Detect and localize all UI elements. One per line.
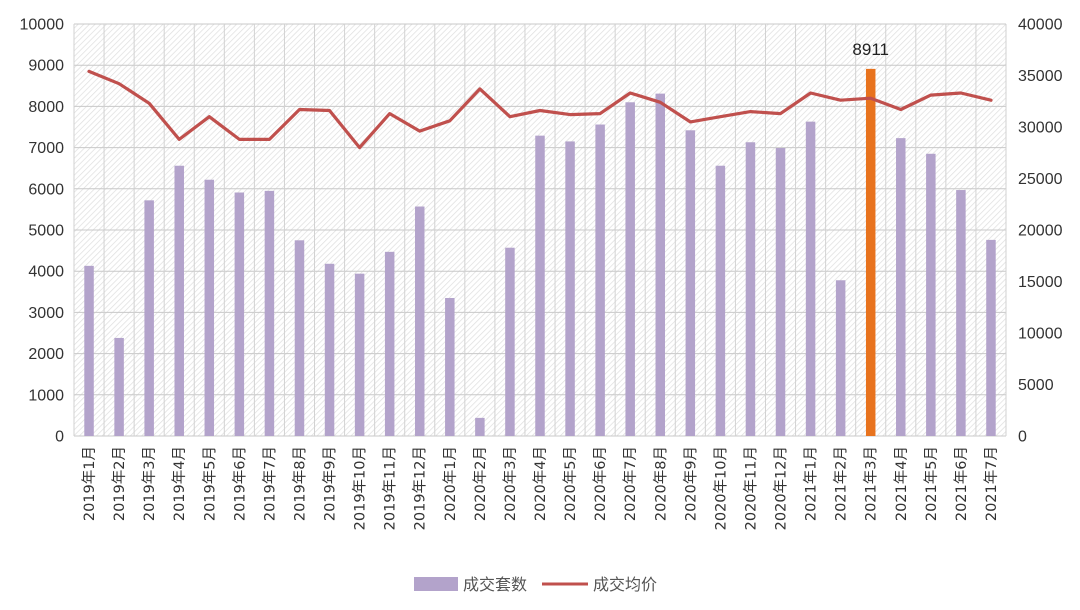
legend-label-bars: 成交套数 bbox=[463, 575, 527, 594]
x-tick-label: 2019年3月 bbox=[141, 446, 158, 521]
bar bbox=[445, 297, 455, 436]
bar bbox=[234, 192, 245, 436]
x-tick-label: 2019年9月 bbox=[322, 446, 339, 521]
x-tick-label: 2020年11月 bbox=[742, 446, 759, 530]
x-tick-label: 2020年6月 bbox=[592, 446, 609, 521]
x-tick-label: 2020年7月 bbox=[622, 446, 639, 521]
legend-bar-swatch bbox=[414, 577, 458, 591]
x-tick-label: 2019年2月 bbox=[111, 446, 128, 521]
right-tick-label: 25000 bbox=[1018, 171, 1063, 188]
x-tick-label: 2020年10月 bbox=[712, 446, 729, 530]
x-tick-label: 2019年10月 bbox=[352, 446, 369, 530]
x-tick-label: 2020年2月 bbox=[472, 446, 489, 521]
right-axis-ticks: 0 5000 10000 15000 20000 25000 30000 35000 40000 bbox=[1018, 17, 1063, 446]
x-tick-label: 2019年4月 bbox=[171, 446, 188, 521]
bar bbox=[685, 130, 696, 436]
x-tick-label: 2020年4月 bbox=[532, 446, 549, 521]
bar bbox=[775, 148, 786, 436]
x-tick-label: 2020年12月 bbox=[773, 446, 790, 530]
x-tick-label: 2019年12月 bbox=[412, 446, 429, 530]
bar bbox=[384, 251, 395, 436]
bar bbox=[956, 190, 966, 436]
left-tick-label: 8000 bbox=[28, 99, 64, 116]
right-tick-label: 35000 bbox=[1018, 68, 1063, 85]
x-tick-label: 2019年6月 bbox=[231, 446, 248, 521]
bar bbox=[174, 165, 184, 436]
bar bbox=[986, 239, 996, 436]
left-tick-label: 5000 bbox=[28, 223, 64, 240]
price-line bbox=[87, 69, 993, 150]
right-tick-label: 5000 bbox=[1018, 377, 1054, 394]
left-tick-label: 9000 bbox=[28, 58, 64, 75]
highlight-data-label: 8911 bbox=[852, 40, 889, 59]
legend: 成交套数 成交均价 bbox=[414, 575, 657, 594]
x-tick-label: 2021年6月 bbox=[953, 446, 970, 521]
grid-lines bbox=[73, 23, 1007, 437]
x-tick-label: 2020年5月 bbox=[562, 446, 579, 521]
bar bbox=[264, 190, 275, 436]
x-tick-label: 2019年5月 bbox=[201, 446, 218, 521]
bar bbox=[805, 121, 816, 437]
x-tick-label: 2021年7月 bbox=[983, 446, 1000, 521]
x-tick-label: 2019年7月 bbox=[261, 446, 278, 521]
left-tick-label: 1000 bbox=[28, 387, 64, 404]
right-tick-label: 10000 bbox=[1018, 326, 1063, 343]
bar bbox=[144, 200, 154, 436]
left-tick-label: 7000 bbox=[28, 140, 64, 157]
x-tick-label: 2020年3月 bbox=[502, 446, 519, 521]
x-tick-label: 2021年2月 bbox=[833, 446, 850, 521]
x-tick-label: 2021年5月 bbox=[923, 446, 940, 521]
bar bbox=[324, 263, 335, 436]
x-axis-ticks: 2019年1月 2019年2月 2019年3月 2019年4月 2019年5月 2019年… bbox=[81, 446, 1000, 530]
bar bbox=[204, 179, 215, 436]
x-tick-label: 2021年3月 bbox=[863, 446, 880, 521]
x-tick-label: 2020年9月 bbox=[682, 446, 699, 521]
bar bbox=[745, 142, 756, 436]
legend-label-line: 成交均价 bbox=[593, 575, 657, 594]
bar bbox=[294, 240, 305, 436]
right-tick-label: 15000 bbox=[1018, 274, 1063, 291]
bar-series bbox=[84, 68, 996, 437]
bar bbox=[595, 124, 605, 436]
bar bbox=[475, 417, 485, 436]
x-tick-label: 2020年8月 bbox=[652, 446, 669, 521]
left-tick-label: 6000 bbox=[28, 181, 64, 198]
left-tick-label: 0 bbox=[55, 429, 64, 446]
bar bbox=[715, 165, 726, 436]
bar bbox=[896, 138, 906, 436]
bar bbox=[835, 280, 846, 436]
left-tick-label: 10000 bbox=[20, 17, 65, 34]
x-tick-label: 2021年1月 bbox=[803, 446, 820, 521]
left-axis-ticks: 0 1000 2000 3000 4000 5000 6000 7000 8000 9000 100… bbox=[20, 17, 65, 446]
right-tick-label: 0 bbox=[1018, 429, 1027, 446]
bar bbox=[84, 265, 94, 436]
bar bbox=[926, 153, 936, 436]
line-series bbox=[87, 69, 993, 150]
right-tick-label: 40000 bbox=[1018, 17, 1063, 34]
left-tick-label: 4000 bbox=[28, 264, 64, 281]
left-tick-label: 3000 bbox=[28, 305, 64, 322]
data-labels: 8911 bbox=[852, 40, 889, 59]
x-tick-label: 2020年1月 bbox=[442, 446, 459, 521]
bar bbox=[655, 93, 666, 437]
bar bbox=[414, 206, 425, 436]
bar bbox=[565, 141, 575, 437]
bar bbox=[505, 247, 515, 436]
right-tick-label: 20000 bbox=[1018, 223, 1063, 240]
bar bbox=[625, 102, 635, 436]
left-tick-label: 2000 bbox=[28, 346, 64, 363]
x-tick-label: 2019年11月 bbox=[382, 446, 399, 530]
bar bbox=[354, 273, 365, 436]
bar bbox=[535, 135, 545, 437]
highlight-bar bbox=[865, 68, 876, 437]
x-tick-label: 2019年1月 bbox=[81, 446, 98, 521]
x-tick-label: 2021年4月 bbox=[893, 446, 910, 521]
x-tick-label: 2019年8月 bbox=[291, 446, 308, 521]
bar bbox=[114, 337, 124, 436]
right-tick-label: 30000 bbox=[1018, 120, 1063, 137]
